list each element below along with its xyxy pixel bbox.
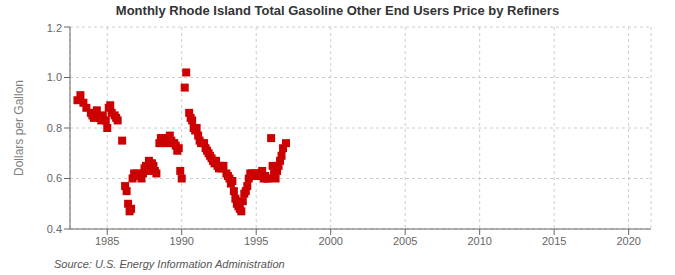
svg-text:1995: 1995 — [244, 235, 268, 247]
svg-text:0.4: 0.4 — [47, 223, 62, 235]
svg-text:1985: 1985 — [95, 235, 119, 247]
svg-text:0.8: 0.8 — [47, 122, 62, 134]
svg-text:0.6: 0.6 — [47, 172, 62, 184]
svg-text:2015: 2015 — [542, 235, 566, 247]
svg-text:1.2: 1.2 — [47, 22, 62, 34]
html-text:Source: U.S. Energy Informatio: Source: U.S. Energy Information Administ… — [54, 258, 285, 270]
svg-text:2010: 2010 — [467, 235, 491, 247]
svg-text:2005: 2005 — [393, 235, 417, 247]
svg-text:1.0: 1.0 — [47, 71, 62, 83]
html-text:Monthly Rhode Island Total Gas: Monthly Rhode Island Total Gasoline Othe… — [115, 3, 560, 18]
svg-text:2000: 2000 — [318, 235, 342, 247]
svg-text:2020: 2020 — [616, 235, 640, 247]
svg-text:Dollars per Gallon: Dollars per Gallon — [12, 80, 26, 176]
svg-text:1990: 1990 — [169, 235, 193, 247]
